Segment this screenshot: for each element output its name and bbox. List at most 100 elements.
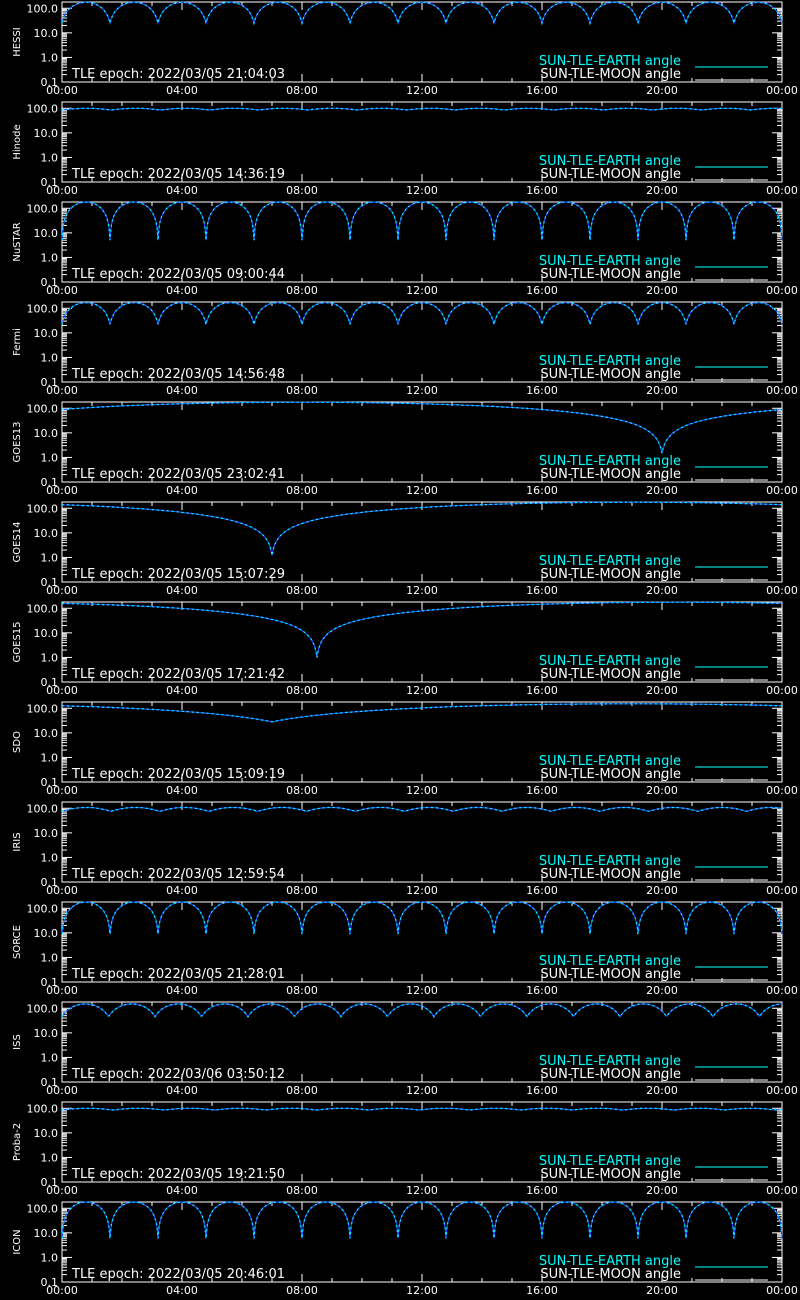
legend-entry: SUN-TLE-MOON angle	[540, 1067, 681, 1082]
x-tick-label: 08:00	[286, 184, 318, 197]
x-tick-label: 16:00	[526, 1184, 558, 1197]
y-tick-label: 10.0	[34, 127, 59, 140]
x-tick-label: 12:00	[406, 584, 438, 597]
x-tick-label: 00:00	[46, 784, 78, 797]
legend-entry: SUN-TLE-EARTH angle	[539, 754, 681, 769]
legend-entry: SUN-TLE-EARTH angle	[539, 454, 681, 469]
series-line-sun-tle-earth	[62, 703, 783, 723]
x-tick-label: 20:00	[646, 284, 678, 297]
x-tick-label: 00:00	[766, 84, 798, 97]
x-tick-label: 00:00	[766, 584, 798, 597]
y-tick-label: 1.0	[41, 851, 59, 864]
x-tick-label: 16:00	[526, 284, 558, 297]
y-tick-label: 1.0	[41, 651, 59, 664]
series-line-sun-tle-earth	[62, 501, 782, 556]
y-axis-label: SORCE	[12, 925, 23, 959]
legend-entry: SUN-TLE-MOON angle	[540, 567, 681, 582]
y-tick-label: 100.0	[27, 602, 59, 615]
x-tick-label: 20:00	[646, 684, 678, 697]
x-tick-label: 00:00	[46, 684, 78, 697]
x-tick-label: 00:00	[46, 1284, 78, 1297]
series-line-earth-base	[62, 501, 782, 556]
x-tick-label: 08:00	[286, 284, 318, 297]
tle-epoch-text: TLE epoch: 2022/03/05 14:36:19	[71, 167, 285, 182]
x-tick-label: 12:00	[406, 184, 438, 197]
x-tick-label: 08:00	[286, 984, 318, 997]
legend-entry: SUN-TLE-MOON angle	[540, 267, 681, 282]
x-tick-label: 12:00	[406, 284, 438, 297]
x-tick-label: 04:00	[166, 284, 198, 297]
x-tick-label: 16:00	[526, 984, 558, 997]
y-tick-label: 0.1	[41, 476, 59, 489]
x-tick-label: 16:00	[526, 1284, 558, 1297]
y-tick-label: 100.0	[27, 702, 59, 715]
y-tick-label: 10.0	[34, 527, 59, 540]
x-tick-label: 12:00	[406, 84, 438, 97]
series-line-sun-tle-earth	[61, 1201, 783, 1239]
series-line-sun-tle-earth	[61, 806, 783, 812]
x-tick-label: 04:00	[166, 1084, 198, 1097]
y-tick-label: 100.0	[27, 902, 59, 915]
y-tick-label: 1.0	[41, 751, 59, 764]
tle-epoch-text: TLE epoch: 2022/03/05 14:56:48	[71, 367, 285, 382]
y-axis-label: GOES13	[12, 421, 23, 462]
x-tick-label: 20:00	[646, 1084, 678, 1097]
legend-entry: SUN-TLE-MOON angle	[540, 867, 681, 882]
y-tick-label: 10.0	[34, 827, 59, 840]
tle-epoch-text: TLE epoch: 2022/03/05 17:21:42	[71, 667, 285, 682]
y-tick-label: 0.1	[41, 176, 59, 189]
y-tick-label: 1.0	[41, 1051, 59, 1064]
y-tick-label: 1.0	[41, 951, 59, 964]
legend-entry: SUN-TLE-MOON angle	[540, 1167, 681, 1182]
x-tick-label: 08:00	[286, 384, 318, 397]
tle-epoch-text: TLE epoch: 2022/03/05 15:07:29	[71, 567, 285, 582]
y-tick-label: 0.1	[41, 876, 59, 889]
x-tick-label: 12:00	[406, 884, 438, 897]
x-tick-label: 04:00	[166, 684, 198, 697]
y-tick-label: 10.0	[34, 427, 59, 440]
y-axis-label: Hinode	[12, 124, 23, 159]
y-tick-label: 0.1	[41, 776, 59, 789]
x-tick-label: 16:00	[526, 584, 558, 597]
x-tick-label: 12:00	[406, 484, 438, 497]
legend-entry: SUN-TLE-EARTH angle	[539, 354, 681, 369]
legend-entry: SUN-TLE-EARTH angle	[539, 154, 681, 169]
y-tick-label: 10.0	[34, 1127, 59, 1140]
x-tick-label: 04:00	[166, 484, 198, 497]
x-tick-label: 00:00	[766, 484, 798, 497]
x-tick-label: 12:00	[406, 684, 438, 697]
tle-epoch-text: TLE epoch: 2022/03/05 09:00:44	[71, 267, 285, 282]
y-tick-label: 0.1	[41, 1176, 59, 1189]
x-tick-label: 00:00	[766, 684, 798, 697]
x-tick-label: 20:00	[646, 1284, 678, 1297]
x-tick-label: 00:00	[766, 384, 798, 397]
y-tick-label: 100.0	[27, 102, 59, 115]
legend-entry: SUN-TLE-MOON angle	[540, 467, 681, 482]
y-tick-label: 1.0	[41, 451, 59, 464]
x-tick-label: 00:00	[46, 184, 78, 197]
legend-entry: SUN-TLE-EARTH angle	[539, 254, 681, 269]
y-axis-label: ICON	[12, 1229, 23, 1254]
y-tick-label: 100.0	[27, 302, 59, 315]
tle-epoch-text: TLE epoch: 2022/03/05 12:59:54	[71, 867, 285, 882]
legend-entry: SUN-TLE-MOON angle	[540, 367, 681, 382]
x-tick-label: 08:00	[286, 484, 318, 497]
series-line-earth-base	[61, 1, 783, 26]
y-tick-label: 0.1	[41, 1276, 59, 1289]
y-tick-label: 10.0	[34, 227, 59, 240]
y-tick-label: 100.0	[27, 2, 59, 15]
x-tick-label: 00:00	[46, 384, 78, 397]
x-tick-label: 08:00	[286, 1084, 318, 1097]
x-tick-label: 00:00	[46, 484, 78, 497]
x-tick-label: 04:00	[166, 1284, 198, 1297]
x-tick-label: 00:00	[46, 284, 78, 297]
series-line-sun-tle-earth	[61, 302, 783, 325]
x-tick-label: 08:00	[286, 884, 318, 897]
x-tick-label: 04:00	[166, 384, 198, 397]
